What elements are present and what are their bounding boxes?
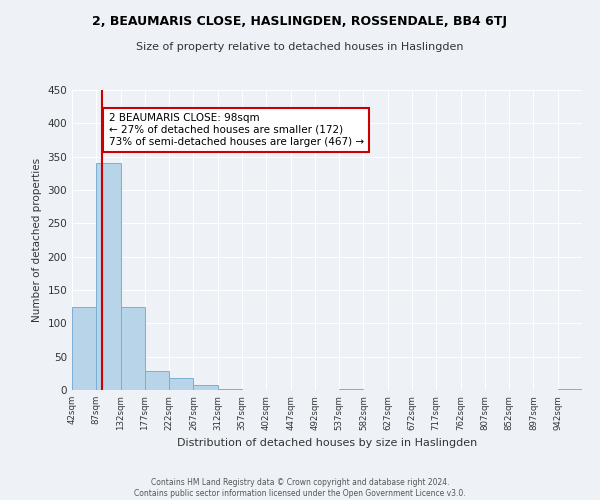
Bar (121, 306, 145, 390)
Bar (339, 388, 364, 390)
Text: 2, BEAUMARIS CLOSE, HASLINGDEN, ROSSENDALE, BB4 6TJ: 2, BEAUMARIS CLOSE, HASLINGDEN, ROSSENDA… (92, 15, 508, 28)
Bar (169, 378, 193, 390)
Bar (145, 372, 169, 390)
Y-axis label: Number of detached properties: Number of detached properties (32, 158, 42, 322)
Bar (218, 388, 242, 390)
Bar (72, 306, 96, 390)
X-axis label: Distribution of detached houses by size in Haslingden: Distribution of detached houses by size … (177, 438, 477, 448)
Text: 2 BEAUMARIS CLOSE: 98sqm
← 27% of detached houses are smaller (172)
73% of semi-: 2 BEAUMARIS CLOSE: 98sqm ← 27% of detach… (109, 114, 364, 146)
Bar (193, 386, 218, 390)
Text: Size of property relative to detached houses in Haslingden: Size of property relative to detached ho… (136, 42, 464, 52)
Bar (96, 164, 121, 390)
Text: Contains HM Land Registry data © Crown copyright and database right 2024.
Contai: Contains HM Land Registry data © Crown c… (134, 478, 466, 498)
Bar (558, 388, 582, 390)
